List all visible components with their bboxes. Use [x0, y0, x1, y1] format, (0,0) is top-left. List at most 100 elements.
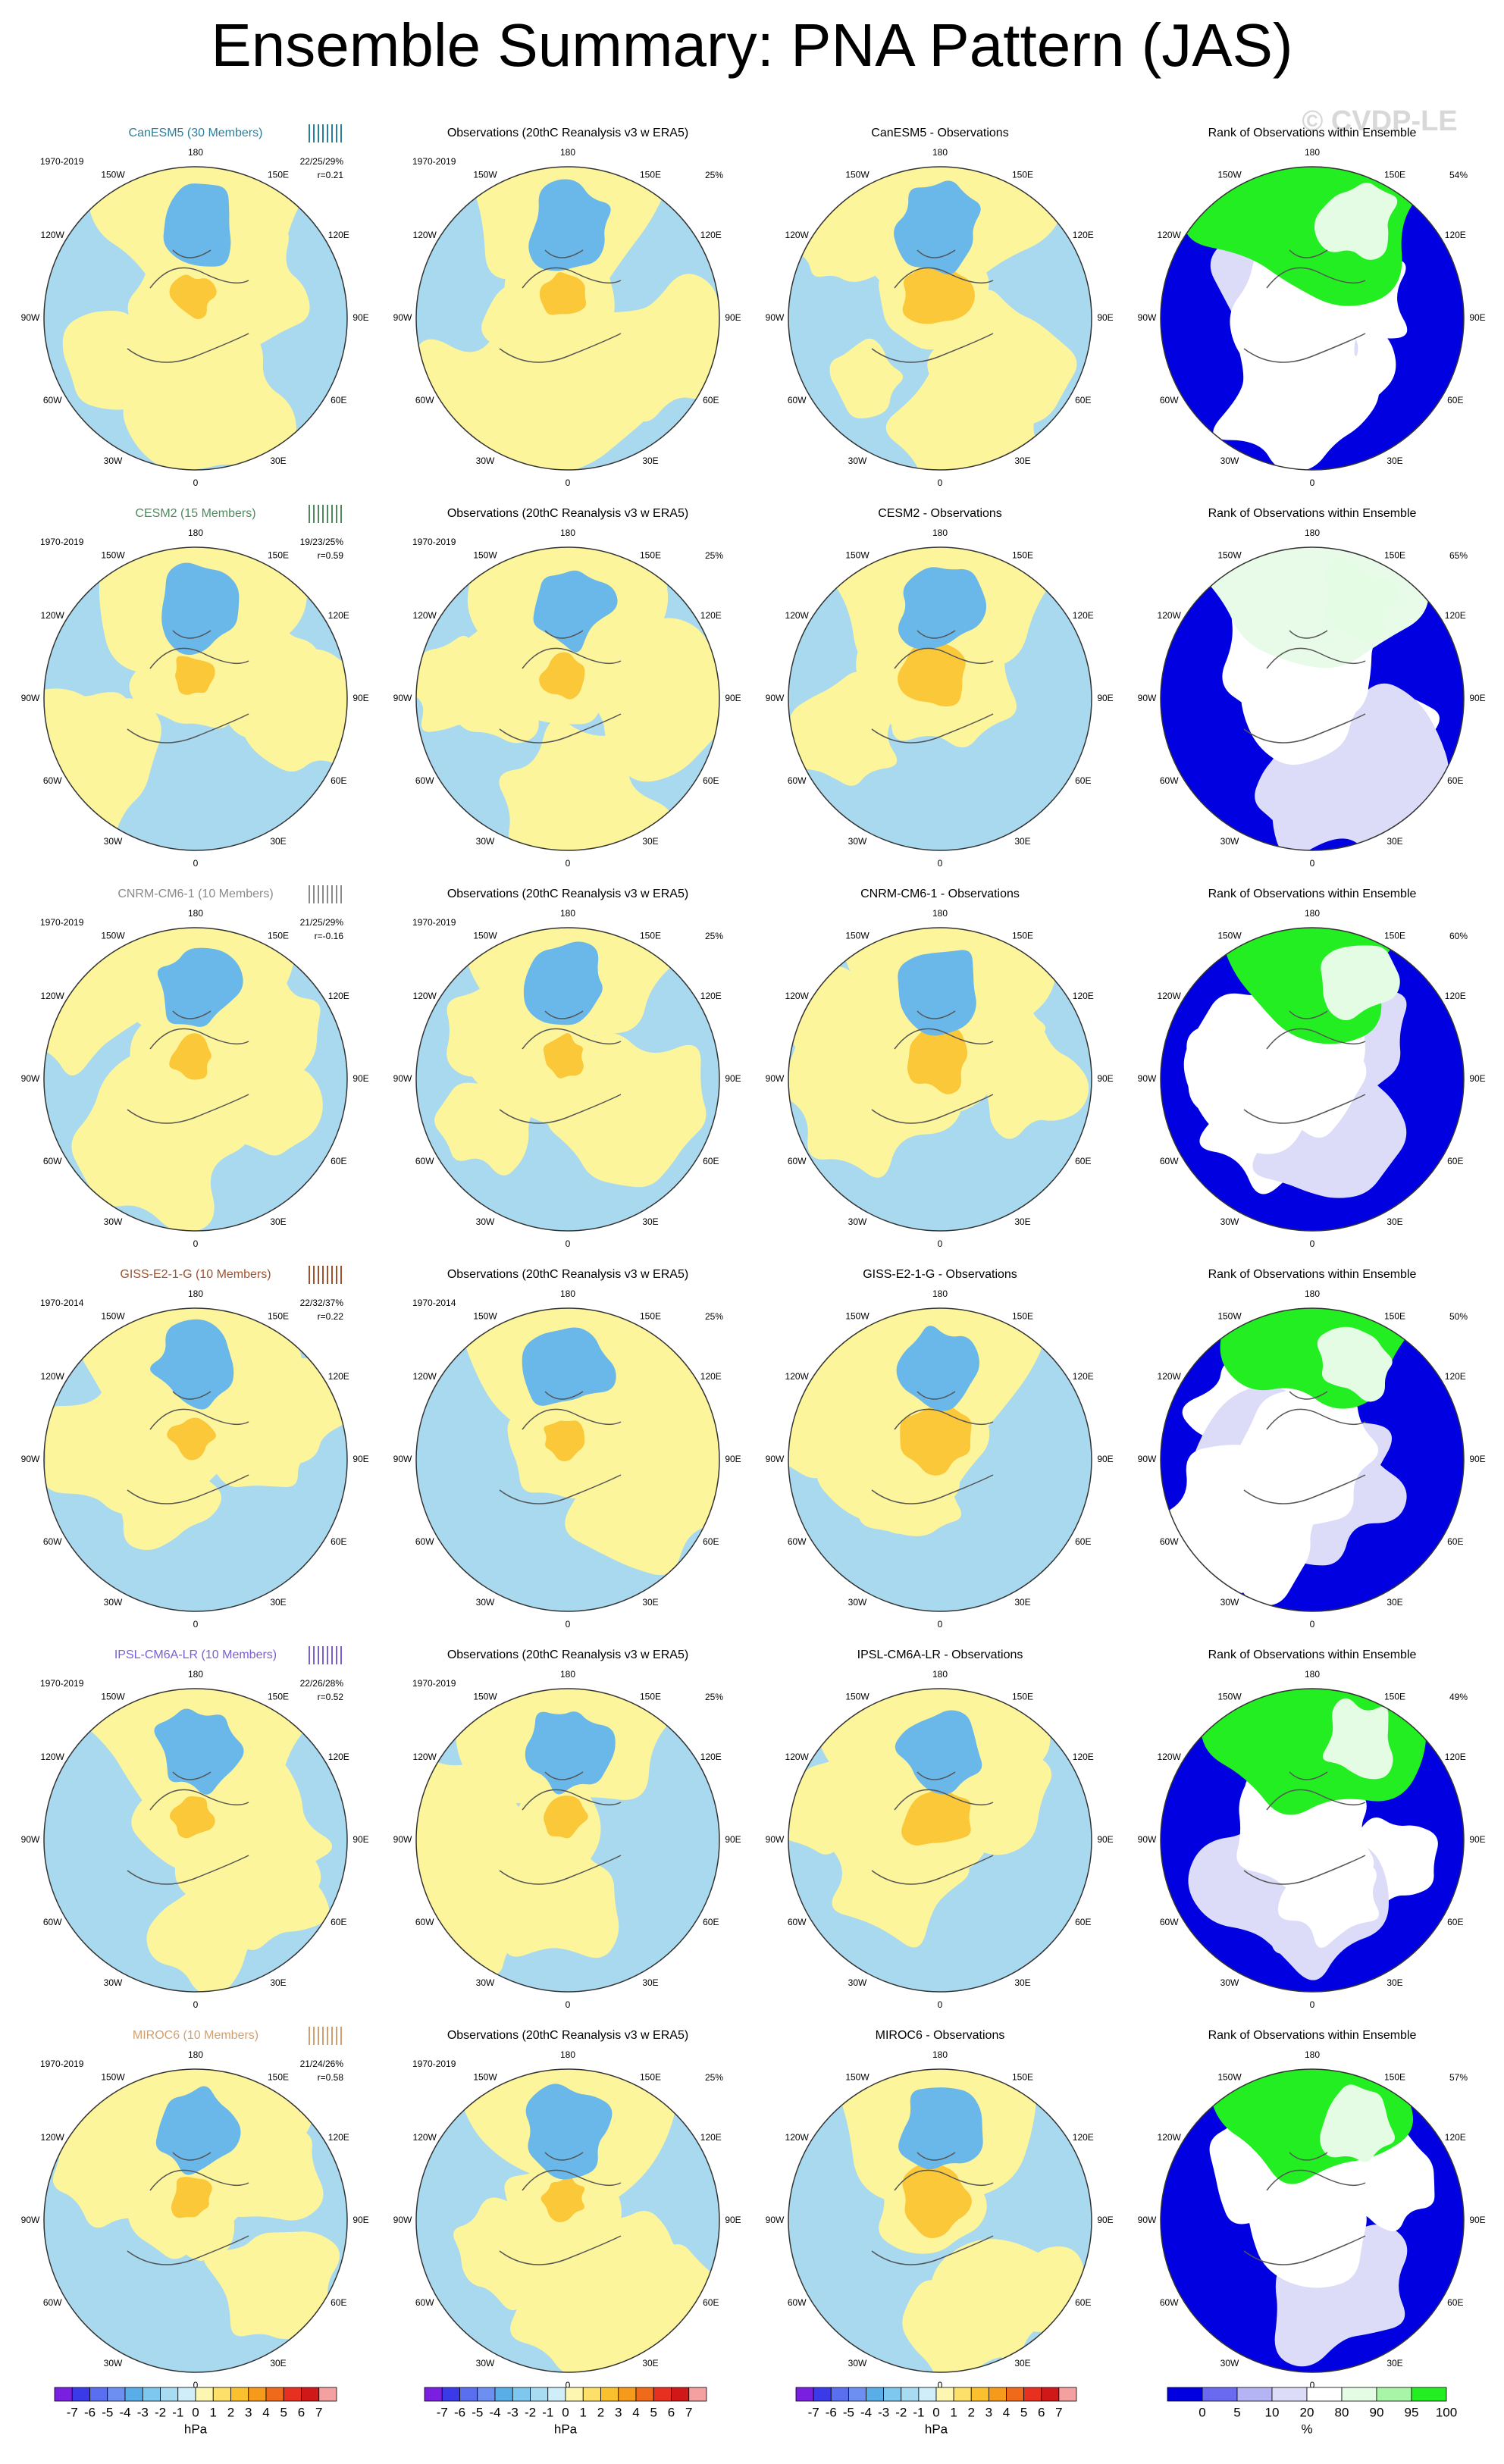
percent: 25% — [705, 170, 723, 180]
lon-label: 30W — [848, 1597, 867, 1608]
panel-title: CanESM5 - Observations — [871, 127, 1008, 139]
lon-label: 90E — [1097, 1454, 1113, 1464]
negative-region — [150, 1319, 234, 1410]
colorbar-label: -4 — [119, 2405, 130, 2419]
rank-region — [1321, 945, 1400, 1021]
lon-label: 150W — [473, 169, 497, 180]
lon-label: 30W — [848, 1216, 867, 1227]
lon-label: 180 — [932, 528, 948, 538]
colorbar-label: 4 — [632, 2405, 639, 2419]
lon-label: 0 — [193, 477, 199, 488]
lon-label: 0 — [193, 858, 199, 869]
lon-label: 120E — [1073, 991, 1094, 1001]
lon-label: 150W — [845, 1691, 870, 1702]
rank-region — [1314, 183, 1398, 260]
map — [788, 2069, 1092, 2372]
map — [1161, 547, 1464, 850]
colorbar-label: -5 — [843, 2405, 854, 2419]
colorbar-box — [582, 2387, 601, 2402]
coastline — [1243, 249, 1366, 363]
colorbar-label: 3 — [245, 2405, 252, 2419]
colorbar-label: -3 — [507, 2405, 519, 2419]
lon-label: 120E — [328, 991, 349, 1001]
lon-label: 120E — [700, 1752, 722, 1762]
lon-label: 150W — [845, 1310, 870, 1321]
colorbar-label: 1 — [210, 2405, 217, 2419]
colorbar-box — [618, 2387, 637, 2402]
coastline — [871, 2152, 994, 2265]
colorbar-label: -1 — [172, 2405, 183, 2419]
lon-label: 120E — [328, 1371, 349, 1382]
colorbar-box — [160, 2387, 179, 2402]
lon-label: 120E — [328, 1752, 349, 1762]
period: 1970-2019 — [412, 1678, 456, 1689]
negative-region — [528, 179, 611, 271]
map-border — [43, 927, 348, 1232]
colorbar-box — [848, 2387, 866, 2402]
lon-label: 150W — [845, 2071, 870, 2082]
strong-positive — [900, 1401, 972, 1476]
lon-label: 30W — [1220, 456, 1239, 466]
lon-label: 60E — [1447, 775, 1463, 786]
lon-label: 60E — [703, 1156, 719, 1166]
coastline — [499, 2152, 622, 2265]
lon-label: 90E — [352, 693, 368, 703]
lon-label: 60W — [788, 1156, 807, 1166]
correlation: r=-0.16 — [315, 931, 344, 941]
colorbar-label: 2 — [597, 2405, 604, 2419]
colorbar-box — [177, 2387, 196, 2402]
lon-label: 60W — [788, 2297, 807, 2308]
positive-region — [434, 1080, 537, 1176]
coastline — [871, 1010, 994, 1124]
map-border — [43, 1307, 348, 1612]
lon-label: 180 — [932, 2049, 948, 2060]
colorbar-label: -5 — [102, 2405, 113, 2419]
colorbar-label: -7 — [808, 2405, 819, 2419]
lon-label: 30E — [642, 456, 658, 466]
lon-label: 120W — [785, 1371, 810, 1382]
lon-label: 30E — [1386, 2358, 1402, 2369]
colorbar-box — [901, 2387, 920, 2402]
map — [44, 1689, 347, 1992]
colorbar-label: 5 — [1020, 2405, 1027, 2419]
colorbar-box — [830, 2387, 849, 2402]
colorbar-box — [512, 2387, 531, 2402]
lon-label: 120W — [413, 1752, 437, 1762]
stats: 22/25/29% — [300, 156, 344, 167]
positive-region — [416, 1830, 519, 1940]
model-title: MIROC6 (10 Members) — [133, 2029, 258, 2042]
lon-label: 30E — [642, 836, 658, 847]
colorbar-label: 2 — [227, 2405, 234, 2419]
lon-label: 60W — [1160, 2297, 1179, 2308]
colorbar-label: 95 — [1405, 2405, 1419, 2419]
positive-region — [67, 1308, 302, 1424]
lon-label: 90W — [1138, 312, 1157, 323]
strong-positive — [171, 2177, 212, 2218]
colorbar-box — [1202, 2387, 1238, 2402]
map — [788, 167, 1092, 470]
colorbar-label: -4 — [860, 2405, 872, 2419]
strong-positive — [902, 2162, 972, 2238]
map — [416, 167, 719, 470]
lon-label: 60E — [1075, 1917, 1091, 1927]
lon-label: 60W — [788, 775, 807, 786]
lon-label: 120W — [1158, 2132, 1182, 2143]
lon-label: 180 — [188, 1669, 203, 1680]
lon-label: 30E — [270, 456, 286, 466]
colorbar-box — [1006, 2387, 1025, 2402]
coastline — [1243, 630, 1366, 744]
panel-title: MIROC6 - Observations — [876, 2029, 1005, 2042]
coastline — [1243, 1771, 1366, 1885]
colorbar-box — [124, 2387, 143, 2402]
colorbar-box — [1306, 2387, 1343, 2402]
lon-label: 120E — [1445, 1371, 1466, 1382]
lon-label: 120W — [41, 1371, 65, 1382]
lon-label: 60W — [415, 775, 434, 786]
percent: 25% — [705, 2072, 723, 2083]
map — [44, 167, 347, 470]
lon-label: 60E — [331, 775, 346, 786]
coastline — [1243, 1010, 1366, 1124]
colorbar-box — [671, 2387, 690, 2402]
lon-label: 120W — [413, 610, 437, 621]
map-border — [788, 1307, 1092, 1612]
